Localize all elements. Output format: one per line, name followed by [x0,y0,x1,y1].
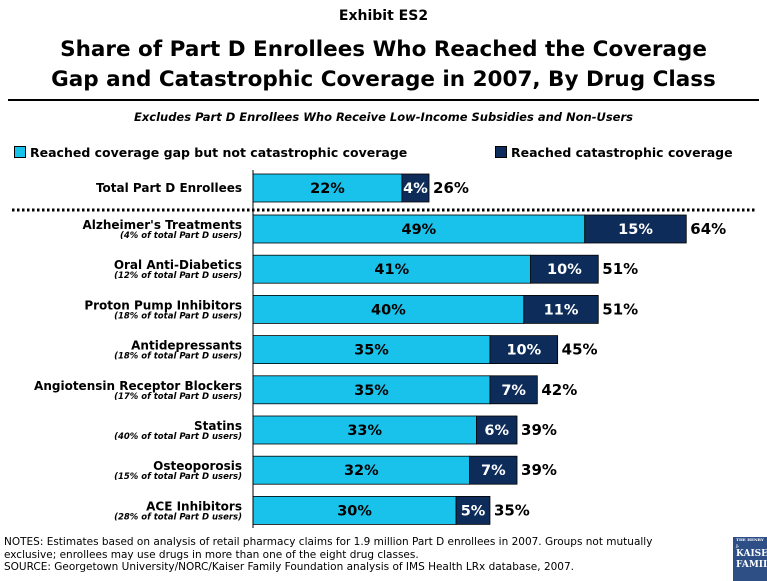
chart-title-line-2: Gap and Catastrophic Coverage in 2007, B… [51,67,716,92]
data-label-total-0: 26% [433,179,469,197]
category-label-5: Angiotensin Receptor Blockers [34,379,242,393]
source-line: SOURCE: Georgetown University/NORC/Kaise… [4,561,574,573]
chart-subtitle: Excludes Part D Enrollees Who Receive Lo… [133,110,633,124]
category-label-7: Osteoporosis [153,459,242,473]
category-note-6: (40% of total Part D users) [114,432,242,442]
bar-catastrophic-6 [476,415,518,445]
category-label-4: Antidepressants [131,339,242,353]
legend-item-gap: Reached coverage gap but not catastrophi… [14,145,407,160]
category-note-4: (18% of total Part D users) [114,352,242,362]
bar-catastrophic-2 [530,254,599,284]
logo-line-2: FAMIL [736,560,767,570]
data-label-gap-1: 49% [402,222,437,238]
category-note-5: (17% of total Part D users) [114,392,242,402]
category-label-0: Total Part D Enrollees [96,181,242,195]
bar-gap-5 [252,375,491,405]
data-label-total-2: 51% [602,260,638,278]
data-label-gap-6: 33% [347,423,382,439]
category-note-7: (15% of total Part D users) [114,472,242,482]
data-label-catastrophic-2: 10% [547,262,582,278]
bar-gap-1 [252,214,586,244]
legend-label-gap: Reached coverage gap but not catastrophi… [30,145,408,160]
legend-label-catastrophic: Reached catastrophic coverage [511,145,733,160]
category-note-3: (18% of total Part D users) [114,311,242,321]
logo-small-text: THE HENRY J. [736,537,764,548]
data-label-gap-5: 35% [354,383,389,399]
data-label-catastrophic-6: 6% [484,423,509,439]
bar-catastrophic-3 [523,294,599,324]
data-label-catastrophic-0: 4% [403,181,428,197]
data-label-total-7: 39% [521,461,557,479]
data-label-gap-7: 32% [344,463,379,479]
data-label-total-4: 45% [562,341,598,359]
data-label-catastrophic-8: 5% [461,503,486,519]
category-label-8: ACE Inhibitors [146,499,242,513]
bar-gap-0 [252,173,403,203]
bar-catastrophic-1 [584,214,687,244]
category-label-3: Proton Pump Inhibitors [84,298,242,312]
bar-catastrophic-8 [455,495,491,525]
notes: NOTES: Estimates based on analysis of re… [4,536,724,574]
bar-gap-3 [252,294,525,324]
exhibit-label: Exhibit ES2 [338,8,429,24]
data-label-catastrophic-5: 7% [501,383,526,399]
category-note-2: (12% of total Part D users) [114,271,242,281]
data-label-catastrophic-1: 15% [618,222,653,238]
bar-catastrophic-4 [489,335,559,365]
data-label-gap-4: 35% [354,343,389,359]
data-label-total-1: 64% [690,220,726,238]
category-label-2: Oral Anti-Diabetics [114,258,242,272]
category-label-1: Alzheimer's Treatments [82,218,242,232]
bar-gap-7 [252,455,471,485]
bar-gap-2 [252,254,531,284]
notes-line-2: exclusive; enrollees may use drugs in mo… [4,548,419,561]
bar-catastrophic-7 [469,455,518,485]
data-label-gap-0: 22% [310,181,345,197]
bar-catastrophic-0 [401,173,430,203]
data-label-total-6: 39% [521,421,557,439]
category-note-1: (4% of total Part D users) [120,231,242,241]
legend-item-catastrophic: Reached catastrophic coverage [495,145,733,160]
data-label-gap-8: 30% [337,503,372,519]
data-label-catastrophic-4: 10% [506,343,541,359]
bar-gap-4 [252,335,491,365]
category-label-6: Statins [194,419,242,433]
data-label-total-3: 51% [602,300,638,318]
data-label-gap-2: 41% [374,262,409,278]
title-underline [8,99,759,101]
category-note-8: (28% of total Part D users) [114,512,242,522]
data-label-total-8: 35% [494,501,530,519]
bar-catastrophic-5 [489,375,538,405]
chart-title-line-1: Share of Part D Enrollees Who Reached th… [60,37,707,62]
legend-swatch-gap [14,146,26,158]
notes-line-1: NOTES: Estimates based on analysis of re… [4,536,653,548]
logo-line-1: KAISE [736,549,767,559]
data-label-catastrophic-7: 7% [481,463,506,479]
data-label-gap-3: 40% [371,302,406,318]
data-label-catastrophic-3: 11% [544,302,579,318]
kaiser-logo: THE HENRY J. KAISE FAMIL [733,537,767,581]
data-label-total-5: 42% [541,381,577,399]
legend-swatch-catastrophic [495,146,507,158]
